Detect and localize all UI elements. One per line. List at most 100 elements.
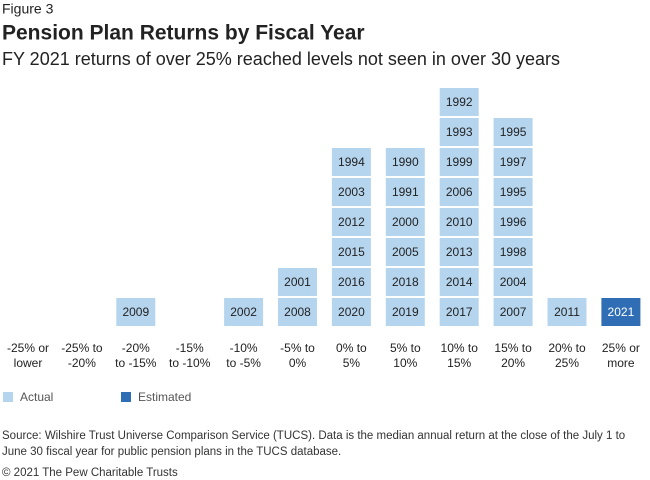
year-label: 2001	[284, 275, 311, 289]
year-label: 2007	[500, 305, 527, 319]
year-label: 1991	[392, 185, 419, 199]
year-box	[331, 268, 371, 296]
x-tick-label: 15%	[447, 356, 471, 370]
year-box	[601, 298, 641, 326]
year-label: 2021	[608, 305, 635, 319]
year-label: 2011	[554, 305, 580, 319]
year-box	[385, 178, 425, 206]
year-box	[493, 208, 533, 236]
x-tick-label: -15%	[176, 341, 204, 355]
year-box	[439, 268, 479, 296]
x-tick-label: -20%	[68, 356, 96, 370]
year-label: 1990	[392, 155, 419, 169]
chart-subtitle: FY 2021 returns of over 25% reached leve…	[2, 49, 560, 69]
year-label: 2002	[230, 305, 257, 319]
year-label: 2015	[338, 245, 365, 259]
year-label: 1992	[446, 95, 473, 109]
x-tick-label: 5%	[343, 356, 361, 370]
x-tick-label: -25% to	[61, 341, 103, 355]
year-label: 2008	[284, 305, 311, 319]
source: June 30 fiscal year for public pension p…	[2, 446, 341, 458]
year-box	[493, 178, 533, 206]
x-tick-label: 25% or	[602, 341, 640, 355]
x-tick-label: -20%	[122, 341, 150, 355]
year-box	[439, 118, 479, 146]
x-tick-label: to -15%	[115, 356, 157, 370]
chart-title: Pension Plan Returns by Fiscal Year	[2, 22, 365, 45]
year-box	[493, 118, 533, 146]
year-label: 2003	[338, 185, 365, 199]
year-label: 1997	[500, 155, 527, 169]
year-label: 2020	[338, 305, 365, 319]
year-label: 1999	[446, 155, 473, 169]
year-box	[439, 208, 479, 236]
year-box	[493, 238, 533, 266]
x-tick-label: -25% or	[7, 341, 49, 355]
year-box	[439, 298, 479, 326]
year-label: 2018	[392, 275, 419, 289]
year-label: 2000	[392, 215, 419, 229]
year-box	[493, 268, 533, 296]
x-tick-label: 20% to	[548, 341, 586, 355]
year-label: 2013	[446, 245, 473, 259]
x-tick-label: -5% to	[280, 341, 315, 355]
year-box	[331, 298, 371, 326]
year-label: 2012	[338, 215, 365, 229]
year-box	[224, 298, 264, 326]
year-box	[331, 148, 371, 176]
year-box	[385, 208, 425, 236]
year-label: 2016	[338, 275, 365, 289]
x-tick-label: -10%	[230, 341, 258, 355]
x-tick-label: more	[607, 356, 635, 370]
year-box	[385, 268, 425, 296]
year-label: 1995	[500, 125, 527, 139]
x-tick-label: 5% to	[390, 341, 421, 355]
year-box	[493, 148, 533, 176]
year-label: 1998	[500, 245, 527, 259]
year-box	[439, 148, 479, 176]
x-tick-label: lower	[14, 356, 43, 370]
x-tick-label: 10% to	[441, 341, 479, 355]
year-box	[439, 88, 479, 116]
year-box	[547, 298, 587, 326]
year-box	[385, 298, 425, 326]
year-box	[385, 148, 425, 176]
year-label: 2019	[392, 305, 419, 319]
copyright: © 2021 The Pew Charitable Trusts	[2, 467, 178, 479]
year-label: 2006	[446, 185, 473, 199]
year-box	[278, 298, 317, 326]
x-tick-label: 0% to	[336, 341, 367, 355]
year-box	[439, 238, 479, 266]
legend-label: Actual	[20, 390, 53, 404]
year-box	[493, 298, 533, 326]
year-label: 1996	[500, 215, 527, 229]
year-label: 2017	[446, 305, 473, 319]
x-tick-label: to -5%	[226, 356, 261, 370]
year-label: 2010	[446, 215, 473, 229]
year-box	[385, 238, 425, 266]
x-tick-label: 20%	[501, 356, 525, 370]
year-box	[331, 178, 371, 206]
year-label: 1993	[446, 125, 473, 139]
source: Source: Wilshire Trust Universe Comparis…	[2, 430, 625, 442]
year-label: 2005	[392, 245, 419, 259]
legend-swatch	[3, 392, 13, 402]
x-tick-label: 10%	[393, 356, 417, 370]
x-tick-label: 25%	[555, 356, 579, 370]
year-box	[331, 208, 371, 236]
year-label: 2004	[500, 275, 527, 289]
year-label: 2014	[446, 275, 473, 289]
year-label: 1994	[338, 155, 365, 169]
year-box	[278, 268, 317, 296]
figure-label: Figure 3	[2, 1, 54, 17]
legend-label: Estimated	[138, 390, 191, 404]
legend-swatch	[121, 392, 131, 402]
year-box	[116, 298, 156, 326]
year-label: 2009	[122, 305, 149, 319]
x-tick-label: to -10%	[169, 356, 211, 370]
x-tick-label: 15% to	[494, 341, 532, 355]
year-box	[331, 238, 371, 266]
year-box	[439, 178, 479, 206]
year-label: 1995	[500, 185, 527, 199]
